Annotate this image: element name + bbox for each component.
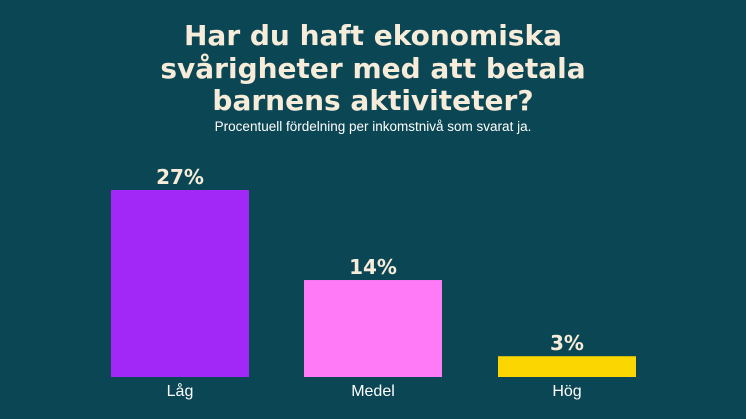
chart-subtitle: Procentuell fördelning per inkomstnivå s… — [214, 119, 532, 134]
value-label: 14% — [349, 255, 397, 279]
category-label: Medel — [351, 383, 395, 400]
bar-hög — [498, 356, 636, 377]
value-label: 3% — [550, 331, 584, 355]
chart-title-line: barnens aktiviteter? — [212, 84, 534, 117]
chart-title: Har du haft ekonomiska svårigheter med a… — [0, 19, 746, 118]
bar-medel — [304, 280, 442, 377]
chart-title-line: svårigheter med att betala — [160, 51, 586, 85]
value-label: 27% — [156, 165, 204, 189]
category-label: Hög — [552, 383, 581, 400]
chart-title-line: Har du haft ekonomiska — [184, 19, 562, 52]
bar-låg — [111, 190, 249, 377]
category-label: Låg — [167, 382, 194, 400]
